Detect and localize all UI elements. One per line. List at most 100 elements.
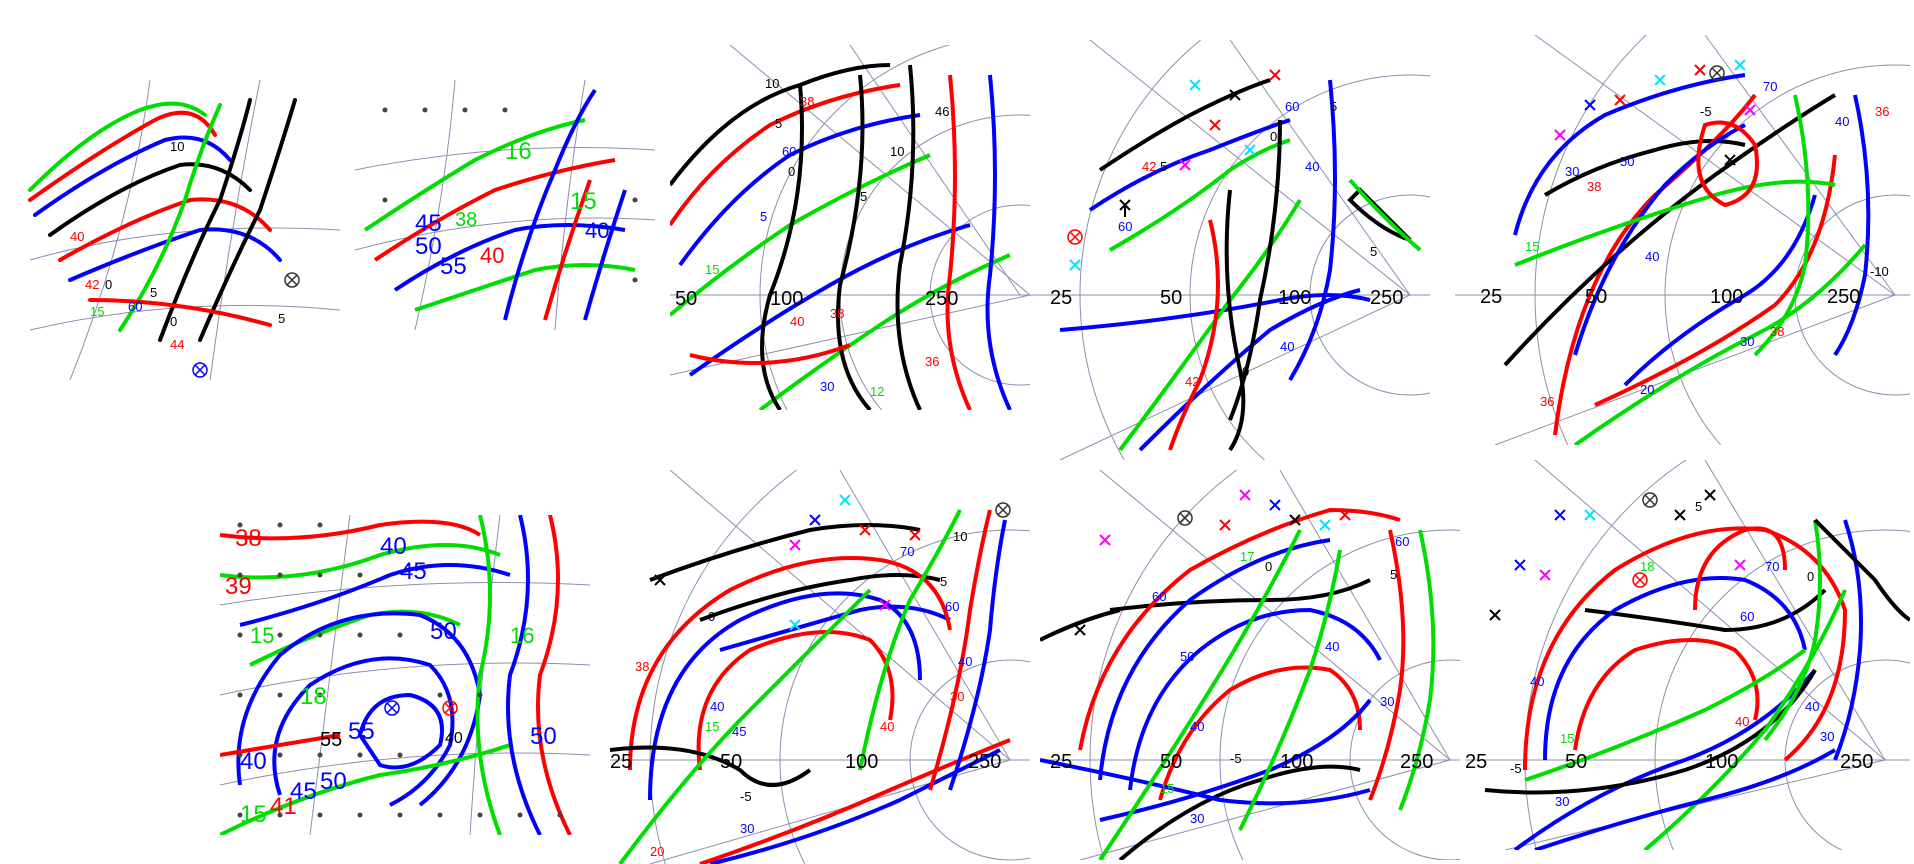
contour-label: 5 xyxy=(775,116,783,131)
contour-label: 40 xyxy=(445,730,463,747)
contour-label: 42 xyxy=(1185,374,1200,389)
contour-label: 45 xyxy=(732,724,747,739)
contour-label: 40 xyxy=(1645,249,1660,264)
contour-label: 5 xyxy=(1160,159,1168,174)
contour-label: 5 xyxy=(860,189,868,204)
axis-tick-label: 250 xyxy=(1840,751,1874,773)
axis-tick-label: 100 xyxy=(1710,286,1744,308)
contour-label: 60 xyxy=(1740,609,1755,624)
contour-label: 40 xyxy=(1735,714,1750,729)
axis-tick-label: 25 xyxy=(1480,286,1503,308)
contour-label: 30 xyxy=(1555,794,1570,809)
contour-label: -5 xyxy=(1230,751,1242,766)
panel-2: 16 15 40 45 50 55 40 38 xyxy=(355,80,655,330)
panel-3: 50 100 250 10 38 5 60 0 5 10 5 15 40 38 … xyxy=(670,45,1030,410)
contour-label: 55 xyxy=(320,729,343,751)
contour-label: 36 xyxy=(925,354,940,369)
contour-label: 38 xyxy=(830,306,845,321)
contour-label: 50 xyxy=(320,768,347,795)
contour-label: 15 xyxy=(1525,239,1540,254)
contour-label: 15 xyxy=(250,623,275,648)
contour-label: 40 xyxy=(240,748,267,775)
contour-label: 0 xyxy=(170,314,178,329)
contour-label: 0 xyxy=(1242,364,1250,379)
contour-label: 10 xyxy=(953,529,968,544)
contour-label: 42 xyxy=(1142,159,1157,174)
contour-label: 40 xyxy=(1280,339,1295,354)
contour-label: 16 xyxy=(510,623,535,648)
contour-label: 55 xyxy=(348,718,375,745)
contour-label: 39 xyxy=(225,573,252,600)
contour-label: 10 xyxy=(170,139,185,154)
contour-label: 5 xyxy=(1370,244,1378,259)
panel-9-plot xyxy=(1465,460,1910,850)
axis-tick-label: 250 xyxy=(925,288,959,310)
contour-label: 45 xyxy=(290,778,317,805)
contour-label: 40 xyxy=(958,654,973,669)
axis-tick-label: 100 xyxy=(1705,751,1739,773)
contour-label: 5 xyxy=(940,574,948,589)
panel-9: 25 50 100 250 40 -5 30 15 40 40 60 0 30 … xyxy=(1465,460,1910,850)
contour-label: 60 xyxy=(1118,219,1133,234)
contour-label: 44 xyxy=(170,337,185,352)
contour-label: 46 xyxy=(935,104,950,119)
axis-tick-label: 50 xyxy=(1160,287,1183,309)
contour-label: 50 xyxy=(415,233,442,260)
contour-label: 16 xyxy=(505,138,532,165)
axis-tick-label: 25 xyxy=(1050,287,1073,309)
contour-label: 20 xyxy=(650,844,665,859)
axis-tick-label: 50 xyxy=(1565,751,1588,773)
panel-5: 25 50 100 250 30 38 50 40 -5 36 20 30 38… xyxy=(1455,35,1910,445)
contour-label: 36 xyxy=(1540,394,1555,409)
contour-label: 38 xyxy=(1587,179,1602,194)
contour-label: 15 xyxy=(240,801,267,828)
contour-label: 0 xyxy=(708,609,716,624)
contour-label: 10 xyxy=(765,76,780,91)
contour-label: 45 xyxy=(400,558,427,585)
contour-label: 40 xyxy=(710,699,725,714)
contour-label: 0 xyxy=(105,277,113,292)
contour-label: 0 xyxy=(1265,559,1273,574)
contour-label: 45 xyxy=(415,210,442,237)
contour-label: 30 xyxy=(740,821,755,836)
panel-2-plot xyxy=(355,80,655,330)
axis-tick-label: 50 xyxy=(1585,286,1608,308)
contour-label: 70 xyxy=(1765,559,1780,574)
contour-label: 40 xyxy=(1305,159,1320,174)
contour-label: 50 xyxy=(530,723,557,750)
contour-label: 17 xyxy=(1240,549,1255,564)
contour-label: 70 xyxy=(900,544,915,559)
contour-label: 30 xyxy=(1565,164,1580,179)
axis-tick-label: 250 xyxy=(1827,286,1861,308)
panel-8: 25 50 100 250 60 50 40 -5 30 15 40 30 0 … xyxy=(1040,470,1460,860)
contour-label: 60 xyxy=(782,144,797,159)
contour-label: 5 xyxy=(278,311,286,326)
contour-label: 15 xyxy=(705,262,720,277)
panel-8-plot xyxy=(1040,470,1460,860)
contour-label: 50 xyxy=(1180,649,1195,664)
contour-label: 30 xyxy=(820,379,835,394)
contour-label: 12 xyxy=(870,384,885,399)
contour-label: -10 xyxy=(1870,264,1889,279)
contour-label: 5 xyxy=(150,285,158,300)
panel-4-plot xyxy=(1030,40,1430,460)
axis-tick-label: 100 xyxy=(770,288,804,310)
contour-label: 60 xyxy=(1285,99,1300,114)
contour-label: 40 xyxy=(480,243,505,268)
contour-label: 41 xyxy=(270,793,297,820)
contour-label: 40 xyxy=(70,229,85,244)
axis-tick-label: 25 xyxy=(1465,751,1488,773)
contour-label: 30 xyxy=(1380,694,1395,709)
contour-label: 15 xyxy=(570,188,597,215)
axis-tick-label: 250 xyxy=(1370,287,1404,309)
axis-tick-label: 100 xyxy=(845,751,879,773)
contour-label: 0 xyxy=(1807,569,1815,584)
contour-label: 5 xyxy=(1330,99,1338,114)
contour-label: 60 xyxy=(1152,589,1167,604)
contour-label: 60 xyxy=(945,599,960,614)
panel-1-plot xyxy=(28,80,340,380)
panel-5-plot xyxy=(1455,35,1910,445)
panel-4: 25 50 100 250 42 5 60 0 40 42 0 40 60 5 … xyxy=(1030,40,1430,460)
contour-label: 30 xyxy=(1820,729,1835,744)
contour-label: 42 xyxy=(85,277,100,292)
